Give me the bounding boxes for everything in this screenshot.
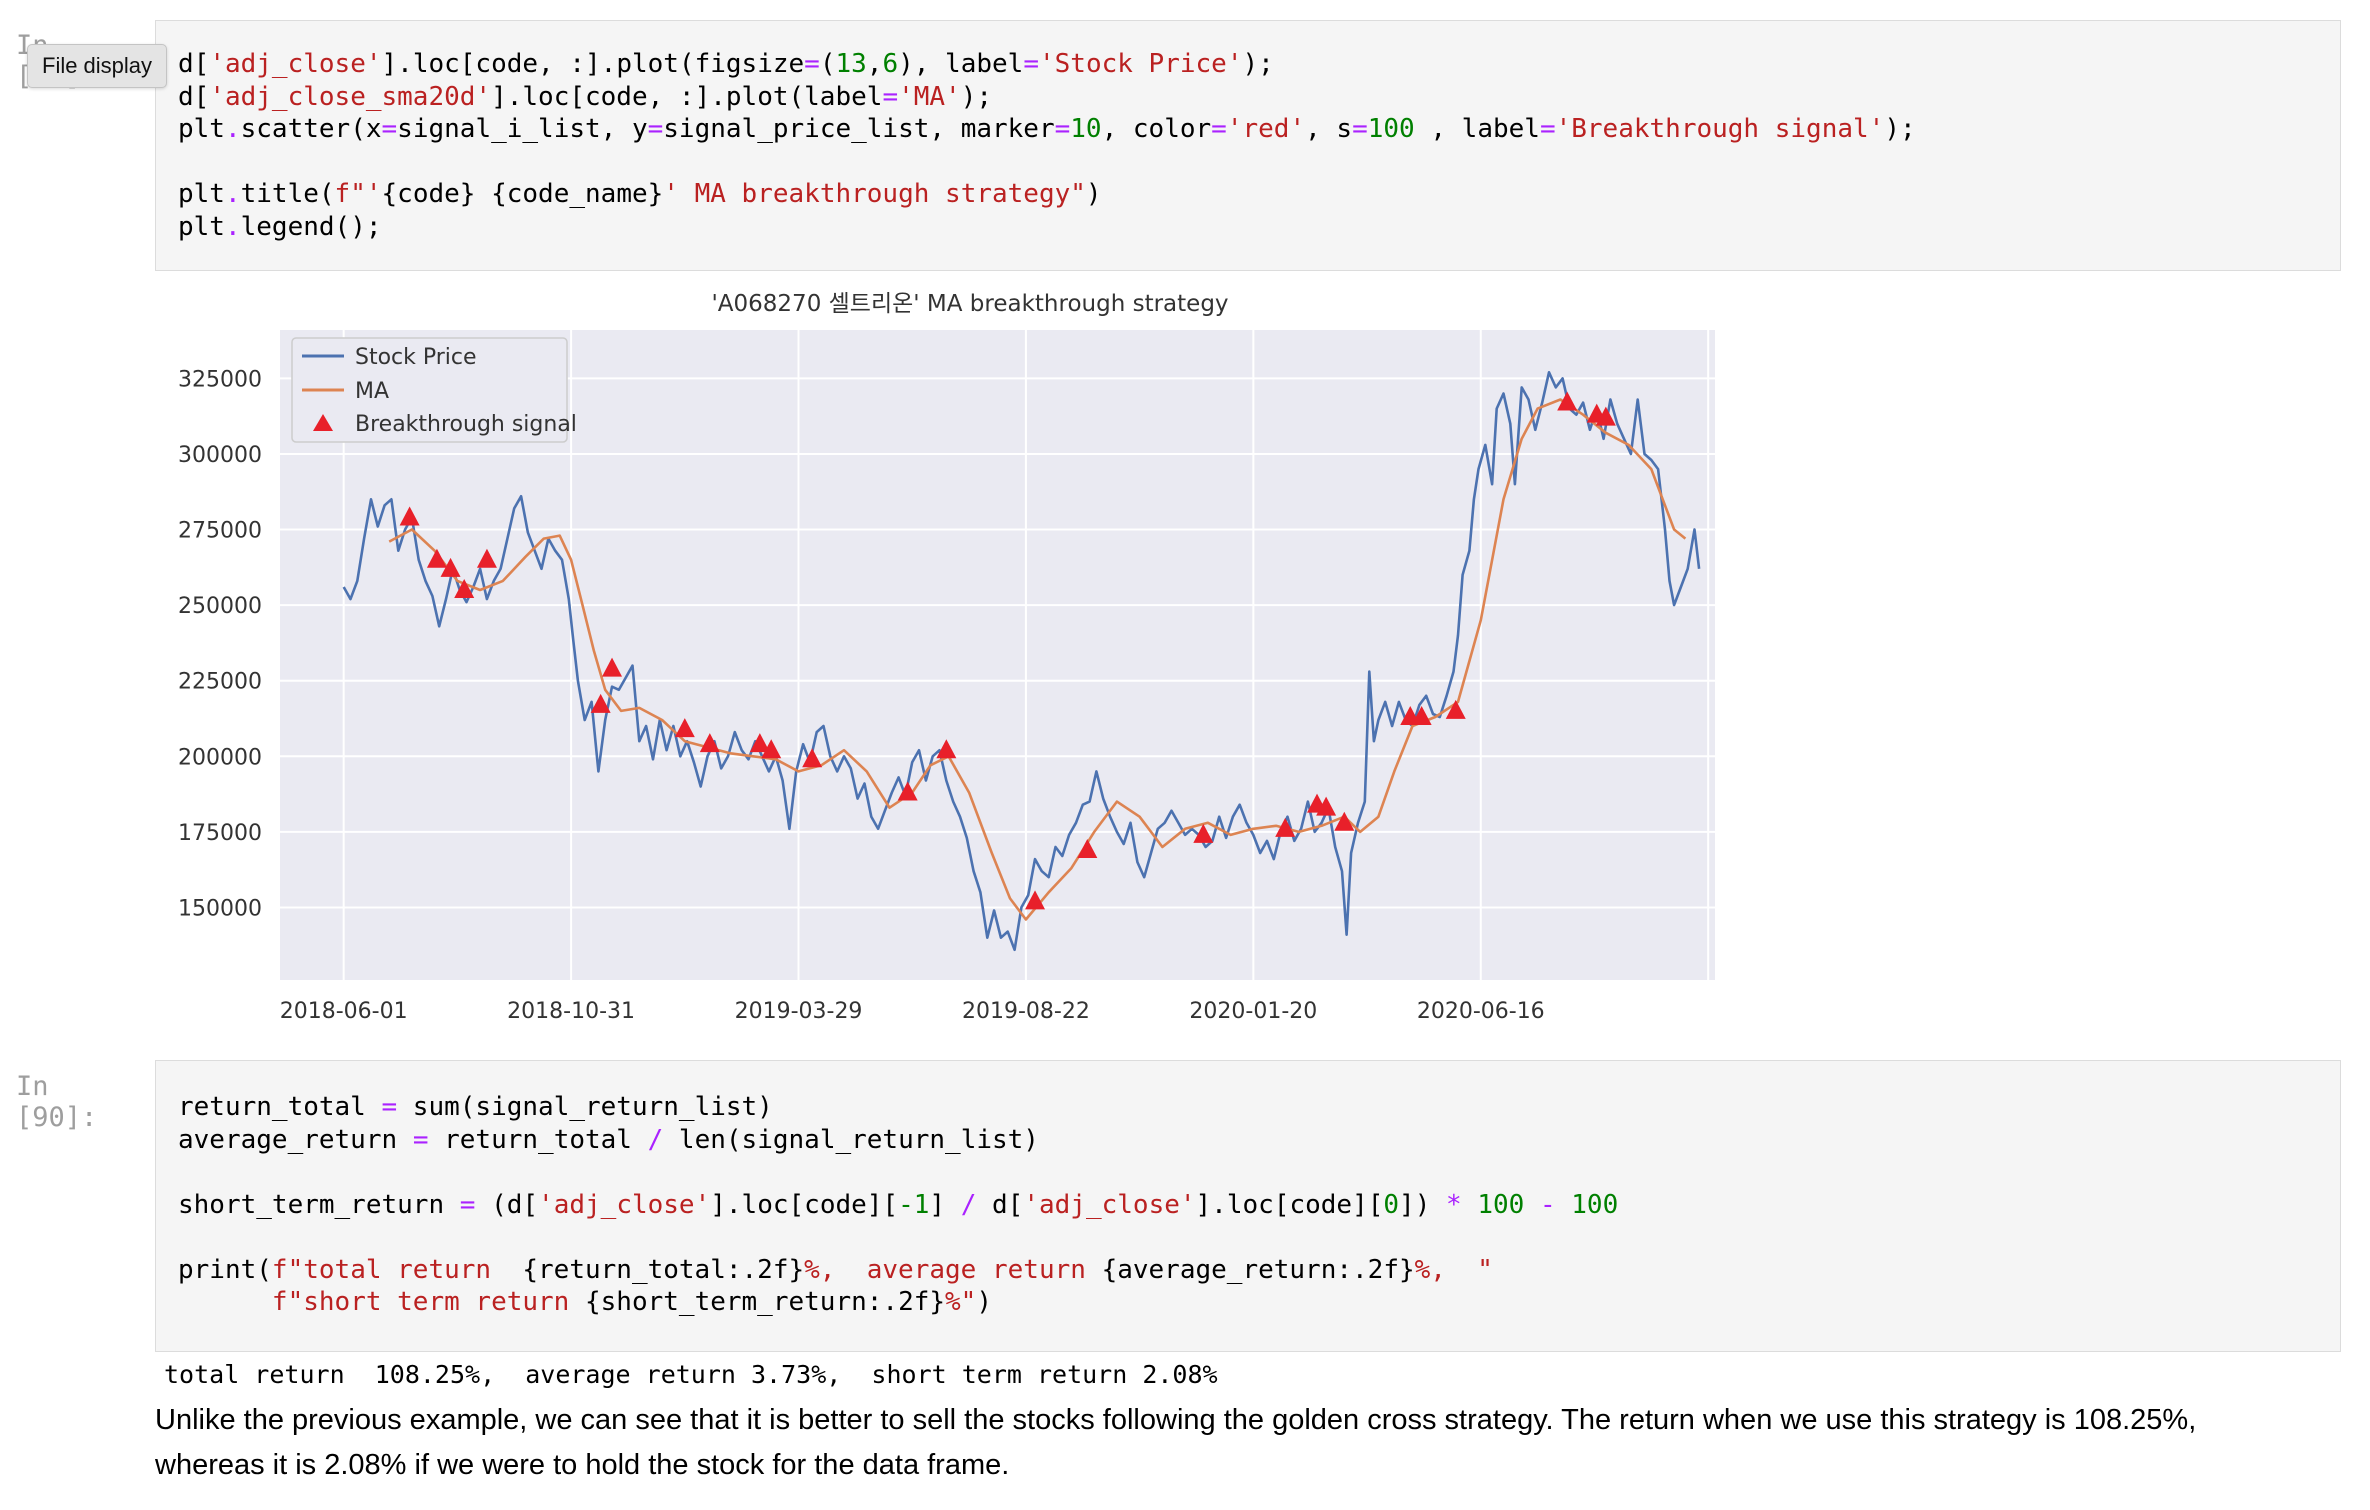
code2-line [178, 1156, 2340, 1189]
y-ticks: 150000 175000 200000 225000 250000 275000 3000… [178, 367, 262, 921]
breakthrough-signal-marker [749, 733, 770, 753]
code2-line: average_return = return_total / len(sign… [178, 1124, 1039, 1155]
breakthrough-signal-marker [454, 579, 475, 598]
chart-output: 'A068270 셀트리온' MA breakthrough strategy … [150, 280, 1750, 1034]
code2-line: short_term_return = (d['adj_close'].loc[… [178, 1189, 1619, 1220]
breakthrough-signal-marker [1557, 391, 1578, 411]
y-tick-label: 300000 [178, 443, 262, 468]
breakthrough-signal-marker [1193, 823, 1214, 843]
grid [280, 330, 1715, 980]
paragraph-line-1: Unlike the previous example, we can see … [155, 1404, 2197, 1436]
code2-line [178, 1221, 2340, 1254]
legend-price-label: Stock Price [355, 345, 477, 370]
breakthrough-signal-marker [802, 748, 823, 768]
breakthrough-signal-marker [936, 739, 957, 759]
cell2-output: total return 108.25%, average return 3.7… [164, 1360, 1218, 1389]
code2-line: f"short term return {short_term_return:.… [271, 1287, 992, 1317]
legend-signal-label: Breakthrough signal [355, 412, 577, 437]
breakthrough-signal-marker [1411, 705, 1432, 725]
series-ma-line [388, 398, 1687, 921]
breakthrough-signal-marker [399, 506, 420, 526]
legend-box [291, 337, 568, 443]
chart-title: 'A068270 셀트리온' MA breakthrough strategy [711, 291, 1228, 317]
breakthrough-signal-marker [674, 718, 695, 738]
x-ticks: 2018-06-01 2018-10-31 2019-03-29 2019-08-22… [280, 999, 1545, 1024]
code2-line: return_total = sum(signal_return_list) [178, 1092, 773, 1122]
code-cell-1-source[interactable]: d['adj_close'].loc[code, :].plot(figsize… [156, 21, 2340, 243]
breakthrough-signal-marker [1316, 796, 1337, 816]
file-display-tooltip: File display [27, 44, 168, 88]
y-tick-label: 325000 [178, 367, 262, 392]
code1-line [178, 146, 2340, 179]
paragraph-line-2: whereas it is 2.08% if we were to hold t… [155, 1449, 1010, 1481]
legend-ma-label: MA [355, 379, 389, 404]
code1-line: plt.title(f"'{code} {code_name}' MA brea… [178, 179, 1102, 209]
breakthrough-signal-marker [602, 657, 623, 677]
breakthrough-signal-marker [1595, 406, 1616, 426]
code1-line: d['adj_close'].loc[code, :].plot(figsize… [178, 49, 1274, 79]
breakthrough-signal-marker [1445, 699, 1466, 719]
breakthrough-signal-marker [476, 548, 497, 568]
code-cell-2-source[interactable]: return_total = sum(signal_return_list) av… [156, 1061, 2340, 1319]
breakthrough-signal-marker [1334, 811, 1355, 831]
stock-chart: 'A068270 셀트리온' MA breakthrough strategy … [178, 291, 1715, 1024]
breakthrough-signal-marker [426, 548, 447, 568]
legend: Stock Price MA Breakthrough signal [291, 337, 577, 443]
code1-line: plt.scatter(x=signal_i_list, y=signal_pr… [178, 114, 1916, 144]
cell2-prompt: In [90]: [16, 1071, 98, 1133]
x-tick-label: 2019-08-22 [962, 999, 1090, 1024]
code1-line: d['adj_close_sma20d'].loc[code, :].plot(… [178, 81, 993, 112]
x-tick-label: 2019-03-29 [735, 999, 863, 1024]
y-tick-label: 175000 [178, 821, 262, 846]
code-cell-2[interactable]: return_total = sum(signal_return_list) av… [155, 1060, 2341, 1352]
breakthrough-signal-marker [1025, 890, 1046, 910]
series-lines [342, 371, 1701, 952]
breakthrough-signal-marker [590, 693, 611, 713]
signal-markers [399, 391, 1616, 910]
code1-line: plt.legend(); [178, 211, 382, 242]
code-cell-1[interactable]: d['adj_close'].loc[code, :].plot(figsize… [155, 20, 2341, 271]
y-tick-label: 150000 [178, 896, 262, 921]
series-stock-price-line [342, 371, 1701, 952]
legend-signal-swatch [313, 414, 333, 431]
code2-line: print(f"total return {return_total:.2f}%… [178, 1254, 1493, 1285]
y-tick-label: 200000 [178, 745, 262, 770]
breakthrough-signal-marker [761, 739, 782, 759]
x-tick-label: 2018-10-31 [507, 999, 635, 1024]
breakthrough-signal-marker [1275, 817, 1296, 837]
x-tick-label: 2020-06-16 [1417, 999, 1545, 1024]
breakthrough-signal-marker [897, 781, 918, 801]
x-tick-label: 2020-01-20 [1189, 999, 1317, 1024]
y-tick-label: 275000 [178, 519, 262, 544]
breakthrough-signal-marker [440, 557, 461, 577]
y-tick-label: 225000 [178, 670, 262, 695]
x-tick-label: 2018-06-01 [280, 999, 408, 1024]
breakthrough-signal-marker [1077, 839, 1098, 858]
explanation-paragraph: Unlike the previous example, we can see … [155, 1398, 2305, 1488]
y-tick-label: 250000 [178, 594, 262, 619]
breakthrough-signal-marker [699, 733, 720, 753]
